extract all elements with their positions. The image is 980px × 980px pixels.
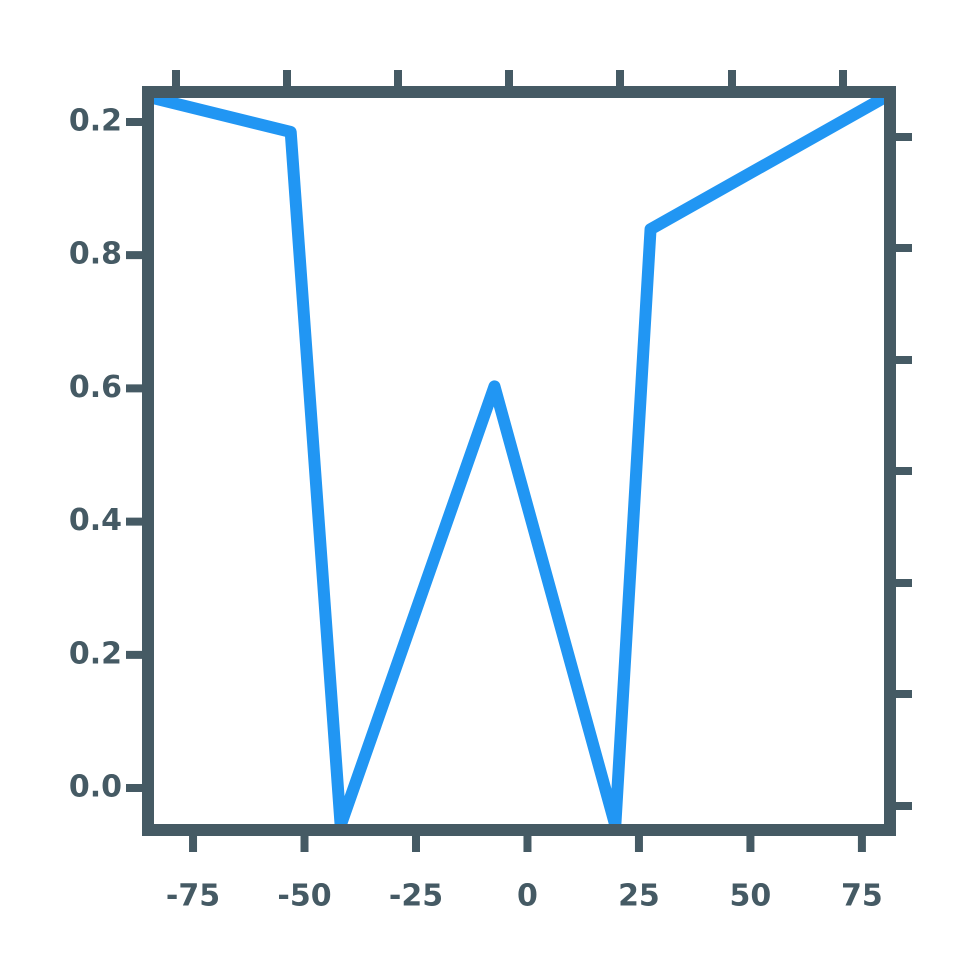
y-tick-label: 0.8 [69, 237, 122, 272]
x-tick-label: 25 [618, 879, 660, 914]
x-tick-label: -50 [277, 879, 331, 914]
y-tick-label: 0.0 [69, 770, 122, 805]
x-tick-label: 75 [841, 879, 883, 914]
plot-frame [142, 86, 896, 836]
x-tick-label: 0 [517, 879, 538, 914]
x-tick-label: -25 [389, 879, 443, 914]
y-tick-label: 0.2 [69, 103, 122, 138]
x-tick-label: -75 [166, 879, 220, 914]
y-tick-label: 0.6 [69, 370, 122, 405]
y-tick-label: 0.4 [69, 503, 122, 538]
decorative-ticks [172, 70, 912, 810]
y-tick-label: 0.2 [69, 636, 122, 671]
x-tick-label: 50 [730, 879, 772, 914]
data-line [149, 92, 889, 832]
